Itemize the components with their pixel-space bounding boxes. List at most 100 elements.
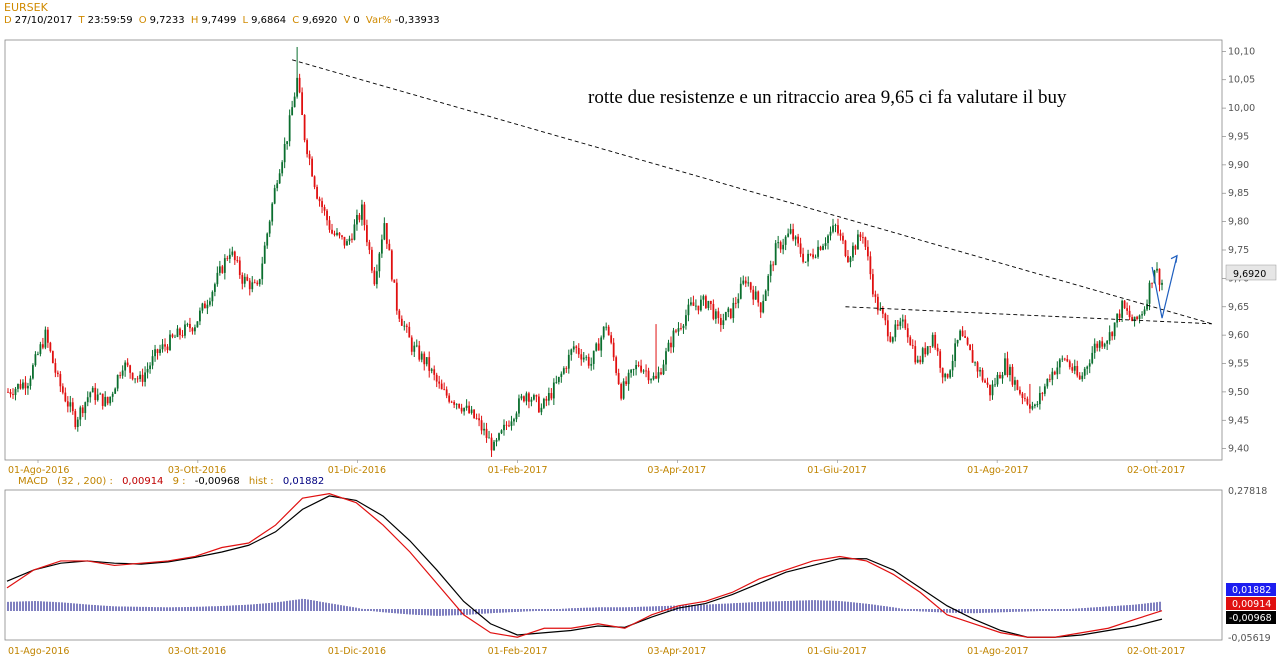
- candle-body: [894, 324, 897, 338]
- candle-body: [32, 365, 34, 379]
- candle-body: [465, 405, 468, 408]
- candle-body: [323, 207, 326, 211]
- candle-body: [734, 302, 737, 304]
- volume-value: 0: [353, 15, 360, 26]
- candle-body: [704, 296, 707, 308]
- candle-body: [79, 407, 82, 420]
- candle-body: [37, 353, 39, 355]
- candle-body: [216, 272, 219, 285]
- high-key: H: [190, 15, 199, 26]
- candle-body: [101, 393, 104, 406]
- candle-body: [542, 398, 545, 408]
- candle-body: [136, 378, 139, 380]
- candle-body: [597, 343, 600, 351]
- candle-body: [1161, 282, 1163, 285]
- candle-body: [393, 279, 396, 283]
- x-tick-label: 03-Ott-2016: [168, 646, 226, 657]
- candle-body: [256, 282, 259, 285]
- candle-body: [498, 433, 500, 440]
- candle-body: [739, 283, 742, 299]
- candle-body: [343, 236, 346, 246]
- candle-body: [356, 215, 358, 225]
- macd-x-axis: 01-Ago-2016 03-Ott-2016 01-Dic-2016 01-Feb-…: [8, 646, 1185, 657]
- candle-body: [886, 320, 889, 337]
- candle-body: [685, 315, 687, 326]
- y-tick-label: 9,60: [1228, 330, 1249, 341]
- candle-body: [802, 253, 804, 262]
- candle-body: [680, 328, 682, 329]
- candle-body: [849, 257, 852, 263]
- candle-body: [585, 356, 588, 358]
- candle-body: [104, 396, 107, 406]
- x-tick-label: 03-Apr-2017: [647, 646, 706, 657]
- candle-body: [174, 336, 176, 338]
- candle-body: [652, 375, 655, 380]
- candle-body: [271, 203, 274, 222]
- candle-body: [722, 320, 725, 326]
- candle-body: [677, 328, 680, 332]
- candle-body: [181, 335, 184, 336]
- macd-series: [6, 493, 1163, 638]
- candle-body: [891, 337, 894, 342]
- candle-body: [1036, 404, 1039, 405]
- candle-body: [862, 237, 864, 238]
- candle-body: [445, 389, 448, 396]
- x-tick-label: 01-Dic-2016: [328, 646, 386, 657]
- candle-body: [931, 334, 934, 347]
- candle-body: [570, 349, 573, 355]
- candle-body: [602, 326, 605, 338]
- candle-body: [1126, 308, 1129, 311]
- candle-body: [814, 256, 817, 258]
- candle-body: [248, 280, 251, 290]
- macd-plot-border: [4, 489, 1223, 641]
- candle-body: [1146, 303, 1148, 310]
- candle-body: [121, 370, 124, 376]
- volume-key: V: [343, 15, 351, 26]
- candle-body: [749, 282, 752, 290]
- candle-body: [622, 381, 625, 399]
- candle-body: [388, 243, 391, 251]
- candle-body: [141, 374, 144, 382]
- candle-body: [789, 229, 792, 234]
- candle-body: [607, 326, 610, 336]
- var-value: -0,33933: [394, 15, 440, 26]
- candle-body: [956, 339, 959, 344]
- candle-body: [991, 384, 994, 396]
- candle-body: [762, 300, 765, 313]
- macd-badge-text: 0,00914: [1232, 599, 1271, 610]
- candle-body: [876, 296, 879, 311]
- candle-body: [812, 254, 814, 258]
- candle-body: [921, 348, 924, 363]
- candle-body: [241, 275, 244, 284]
- candle-body: [228, 254, 231, 259]
- candle-body: [99, 393, 102, 395]
- candle-body: [707, 300, 710, 308]
- y-tick-label: 9,80: [1228, 217, 1249, 228]
- candle-body: [126, 362, 129, 366]
- candle-body: [27, 385, 29, 389]
- candle-body: [979, 370, 981, 372]
- candle-body: [600, 337, 603, 351]
- candle-body: [909, 337, 912, 346]
- candle-body: [213, 284, 216, 292]
- candle-body: [515, 413, 518, 420]
- candle-body: [555, 382, 558, 383]
- candle-body: [383, 223, 386, 240]
- signal-line: [6, 495, 1163, 638]
- candle-body: [363, 204, 366, 226]
- candle-body: [14, 388, 17, 396]
- candle-body: [852, 245, 854, 258]
- candle-body: [22, 382, 24, 389]
- candle-body: [829, 231, 832, 236]
- candle-body: [737, 298, 740, 304]
- candle-body: [109, 396, 112, 404]
- macd-badge: [1226, 597, 1276, 610]
- candle-body: [390, 250, 393, 280]
- candle-body: [266, 233, 269, 246]
- candle-body: [403, 325, 406, 327]
- candle-body: [939, 351, 942, 368]
- candle-body: [66, 401, 69, 407]
- candle-body: [896, 324, 899, 326]
